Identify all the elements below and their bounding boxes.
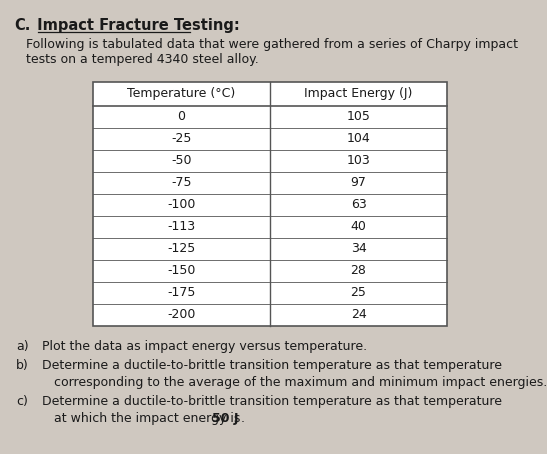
Text: 105: 105 [347,110,370,123]
Bar [93,82,447,326]
Text: a): a) [16,340,28,353]
Text: .: . [241,412,245,425]
Text: 103: 103 [347,154,370,168]
Text: -75: -75 [171,177,192,189]
Text: tests on a tempered 4340 steel alloy.: tests on a tempered 4340 steel alloy. [26,53,259,66]
Text: -150: -150 [167,265,196,277]
Text: 28: 28 [351,265,366,277]
Text: 24: 24 [351,309,366,321]
Text: 97: 97 [351,177,366,189]
Text: at which the impact energy is: at which the impact energy is [54,412,245,425]
Text: 40: 40 [351,221,366,233]
Text: 0: 0 [177,110,185,123]
Text: Impact Fracture Testing:: Impact Fracture Testing: [32,18,240,33]
Text: 63: 63 [351,198,366,212]
Text: Plot the data as impact energy versus temperature.: Plot the data as impact energy versus te… [42,340,367,353]
Text: -100: -100 [167,198,196,212]
Text: corresponding to the average of the maximum and minimum impact energies.: corresponding to the average of the maxi… [54,376,547,389]
Text: Impact Energy (J): Impact Energy (J) [304,88,412,100]
Text: -50: -50 [171,154,192,168]
Text: C.: C. [14,18,31,33]
Text: -113: -113 [167,221,196,233]
Text: Temperature (°C): Temperature (°C) [127,88,236,100]
Text: 50 J: 50 J [212,412,238,425]
Text: -125: -125 [167,242,196,256]
Text: b): b) [16,359,29,372]
Text: 34: 34 [351,242,366,256]
Text: Determine a ductile-to-brittle transition temperature as that temperature: Determine a ductile-to-brittle transitio… [42,395,502,408]
Text: c): c) [16,395,28,408]
Text: 25: 25 [351,286,366,300]
Text: 104: 104 [347,133,370,145]
Text: -200: -200 [167,309,196,321]
Text: -175: -175 [167,286,196,300]
Text: Following is tabulated data that were gathered from a series of Charpy impact: Following is tabulated data that were ga… [26,38,518,51]
Text: -25: -25 [171,133,191,145]
Text: Determine a ductile-to-brittle transition temperature as that temperature: Determine a ductile-to-brittle transitio… [42,359,502,372]
